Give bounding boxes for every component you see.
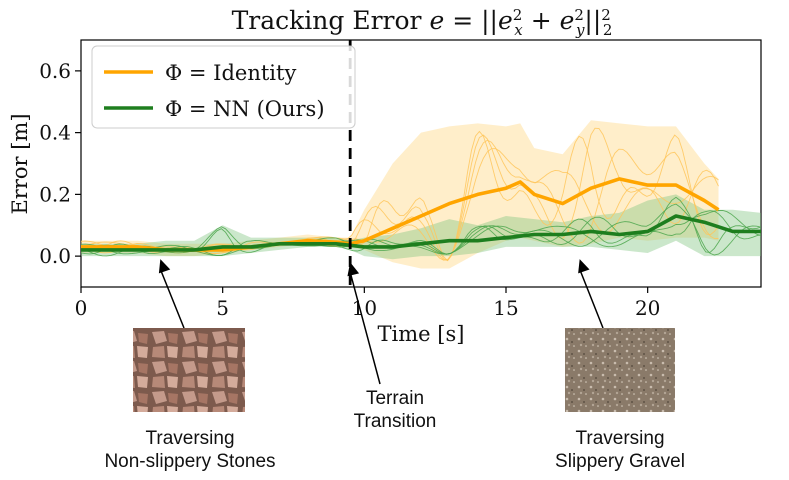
gravel-caption-line2: Slippery Gravel xyxy=(555,451,685,472)
y-tick-label: 0.0 xyxy=(39,244,71,268)
x-axis-label: Time [s] xyxy=(378,322,465,346)
stones-terrain-image xyxy=(133,328,245,412)
annotation-arrow-line xyxy=(159,268,185,329)
chart-title-math-plus: + xyxy=(523,6,560,35)
chart-title-math-eq: = || xyxy=(444,6,498,36)
mean-line-nn xyxy=(81,214,761,252)
y-axis-label: Error [m] xyxy=(8,113,32,214)
stones-caption-line1: Traversing xyxy=(145,428,235,449)
mean-lines xyxy=(81,177,761,252)
stones-caption: Traversing Non-slippery Stones xyxy=(70,427,310,473)
chart-title-math-sub2: y xyxy=(575,21,585,39)
chart-title-math-bars: || xyxy=(584,6,601,36)
chart-title-math-sup1: 2 xyxy=(513,6,523,24)
x-tick-label: 0 xyxy=(75,296,88,320)
chart-title-math-ex: e xyxy=(498,6,513,35)
x-tick-label: 5 xyxy=(216,296,229,320)
transition-caption: Terrain Transition xyxy=(320,387,470,433)
x-tick-label: 20 xyxy=(635,296,660,320)
legend-label-nn: Φ = NN (Ours) xyxy=(165,97,325,121)
legend-label-identity: Φ = Identity xyxy=(165,61,296,85)
legend-box xyxy=(91,45,356,129)
annotation-arrow-line xyxy=(578,268,604,329)
chart-title-math-e: e xyxy=(429,6,444,35)
gravel-caption-line1: Traversing xyxy=(575,428,665,449)
transition-caption-line2: Transition xyxy=(353,411,437,432)
annotation-arrow-head xyxy=(578,259,590,274)
x-axis-ticks: 0 5 10 15 20 xyxy=(75,287,660,320)
chart-title: Tracking Error e = ||e2 x + e2 y||2 2 xyxy=(232,6,613,39)
chart-title-math-ey: e xyxy=(560,6,575,35)
y-tick-label: 0.6 xyxy=(39,59,71,83)
x-tick-label: 15 xyxy=(493,296,518,320)
chart-title-math-sub1: x xyxy=(514,21,523,39)
band-identity xyxy=(81,120,719,269)
gravel-caption: Traversing Slippery Gravel xyxy=(520,427,720,473)
y-axis-ticks: 0.0 0.2 0.4 0.6 xyxy=(39,59,81,268)
annotation-arrows xyxy=(158,259,604,385)
chart-title-math-sub3: 2 xyxy=(603,21,613,39)
chart-title-math-sup3: 2 xyxy=(601,6,611,24)
annotation-arrow-head xyxy=(158,259,171,274)
chart-title-text: Tracking Error xyxy=(232,6,430,35)
transition-caption-line1: Terrain xyxy=(365,388,425,409)
y-tick-label: 0.2 xyxy=(39,182,71,206)
stones-caption-line2: Non-slippery Stones xyxy=(104,451,276,472)
x-tick-label: 10 xyxy=(352,296,377,320)
plot-frame xyxy=(80,39,762,288)
legend: Φ = Identity Φ = NN (Ours) xyxy=(91,45,356,129)
y-tick-label: 0.4 xyxy=(39,121,71,145)
annotation-arrow-head xyxy=(347,262,360,277)
gravel-terrain-image xyxy=(565,328,675,412)
annotation-arrow-line xyxy=(349,272,381,385)
chart-title-math-sup2: 2 xyxy=(574,6,584,24)
